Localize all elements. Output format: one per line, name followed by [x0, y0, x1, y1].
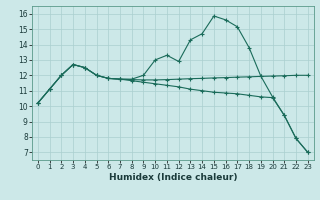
X-axis label: Humidex (Indice chaleur): Humidex (Indice chaleur): [108, 173, 237, 182]
